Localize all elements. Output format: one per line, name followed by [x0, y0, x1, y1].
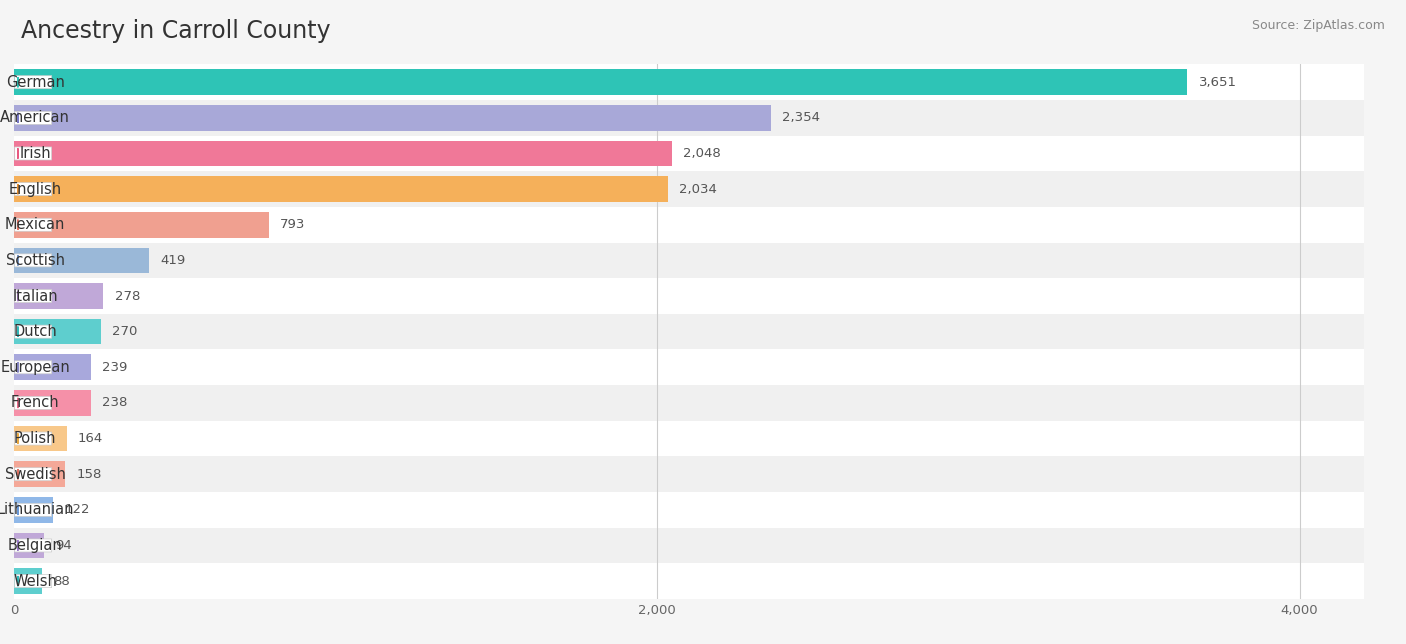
Bar [14, 457, 1364, 492]
Text: 3,651: 3,651 [1199, 76, 1237, 89]
Text: 238: 238 [101, 397, 127, 410]
Text: Swedish: Swedish [4, 467, 66, 482]
Text: Welsh: Welsh [13, 574, 58, 589]
FancyBboxPatch shape [14, 432, 52, 445]
Bar [14, 426, 66, 451]
FancyBboxPatch shape [14, 468, 52, 480]
Text: French: French [11, 395, 59, 410]
Bar [14, 497, 53, 523]
Text: American: American [0, 110, 70, 126]
Bar [14, 171, 1364, 207]
FancyBboxPatch shape [14, 539, 52, 552]
Bar [14, 176, 668, 202]
Text: 2,034: 2,034 [679, 183, 717, 196]
Bar [14, 64, 1364, 100]
FancyBboxPatch shape [14, 147, 52, 160]
Text: Belgian: Belgian [8, 538, 62, 553]
Bar [14, 314, 1364, 350]
Bar [14, 390, 90, 416]
Text: 158: 158 [76, 468, 101, 480]
Text: 278: 278 [115, 290, 141, 303]
Text: Ancestry in Carroll County: Ancestry in Carroll County [21, 19, 330, 43]
FancyBboxPatch shape [14, 361, 52, 374]
Text: 419: 419 [160, 254, 186, 267]
FancyBboxPatch shape [14, 76, 52, 89]
Bar [14, 385, 1364, 421]
Bar [14, 105, 770, 131]
Bar [14, 207, 1364, 243]
Bar [14, 278, 1364, 314]
Text: 270: 270 [112, 325, 138, 338]
FancyBboxPatch shape [14, 504, 52, 516]
Text: 2,354: 2,354 [782, 111, 820, 124]
FancyBboxPatch shape [14, 183, 52, 196]
FancyBboxPatch shape [14, 290, 52, 303]
Text: Mexican: Mexican [6, 217, 65, 232]
Bar [14, 100, 1364, 136]
FancyBboxPatch shape [14, 397, 52, 410]
Text: Polish: Polish [14, 431, 56, 446]
Text: Scottish: Scottish [6, 253, 65, 268]
Text: Dutch: Dutch [13, 324, 58, 339]
Text: German: German [6, 75, 65, 90]
Text: Irish: Irish [20, 146, 51, 161]
Text: 88: 88 [53, 574, 70, 587]
FancyBboxPatch shape [14, 254, 52, 267]
FancyBboxPatch shape [14, 574, 52, 587]
Text: English: English [8, 182, 62, 196]
Text: 94: 94 [55, 539, 72, 552]
Bar [14, 136, 1364, 171]
Bar [14, 283, 104, 309]
Bar [14, 492, 1364, 527]
Bar [14, 421, 1364, 457]
Bar [14, 354, 91, 380]
FancyBboxPatch shape [14, 218, 52, 231]
Bar [14, 461, 65, 487]
Text: Lithuanian: Lithuanian [0, 502, 75, 517]
Text: 239: 239 [103, 361, 128, 374]
Bar [14, 319, 101, 345]
Bar [14, 533, 44, 558]
Text: Italian: Italian [13, 289, 58, 303]
Text: 122: 122 [65, 504, 90, 516]
Text: 793: 793 [280, 218, 305, 231]
Bar [14, 564, 1364, 599]
Bar [14, 247, 149, 273]
Bar [14, 243, 1364, 278]
FancyBboxPatch shape [14, 111, 52, 124]
Text: 2,048: 2,048 [683, 147, 721, 160]
Bar [14, 527, 1364, 564]
FancyBboxPatch shape [14, 325, 52, 338]
Text: Source: ZipAtlas.com: Source: ZipAtlas.com [1251, 19, 1385, 32]
Bar [14, 568, 42, 594]
Text: European: European [0, 360, 70, 375]
Bar [14, 212, 269, 238]
Text: 164: 164 [77, 432, 103, 445]
Bar [14, 350, 1364, 385]
Bar [14, 70, 1188, 95]
Bar [14, 140, 672, 166]
